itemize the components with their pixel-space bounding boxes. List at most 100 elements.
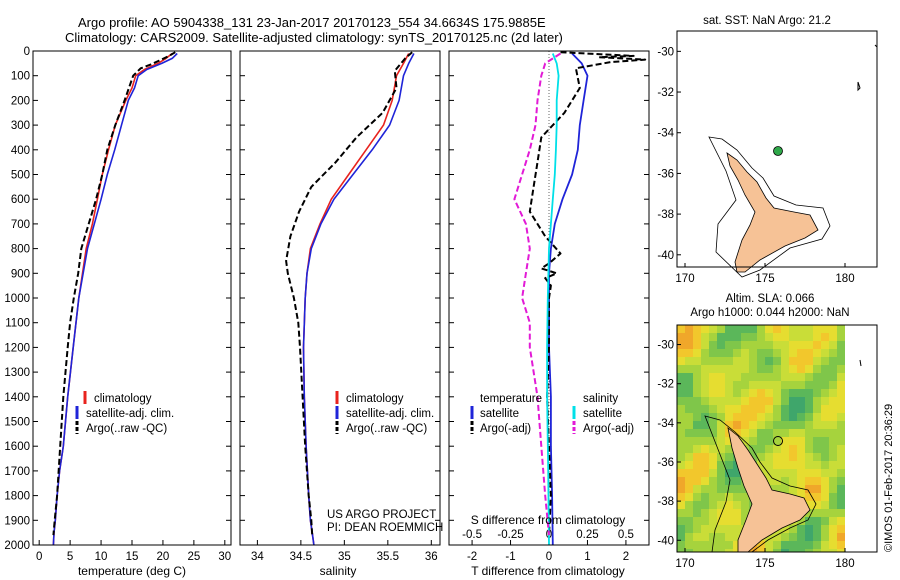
sla-cell xyxy=(733,517,741,525)
sla-cell xyxy=(693,349,701,357)
sla-cell xyxy=(829,453,837,461)
sla-cell xyxy=(733,477,741,485)
depth-tick-label: 1400 xyxy=(4,392,30,404)
sla-cell xyxy=(685,341,693,349)
sla-cell xyxy=(725,373,733,381)
sla-cell xyxy=(677,469,685,477)
salinity-ticks: 34 34.5 35 35.5 36 xyxy=(240,50,440,563)
x-tick-label: 0 xyxy=(36,551,42,563)
series-line-temperature-argo-adj xyxy=(528,51,647,536)
sla-cell xyxy=(781,389,789,397)
sla-cell xyxy=(677,493,685,501)
sla-cell xyxy=(781,453,789,461)
series-line-satellite-adj-clim xyxy=(52,52,178,546)
sla-cell xyxy=(821,541,829,549)
s-tick-label: -0.5 xyxy=(462,529,482,541)
sla-cell xyxy=(677,421,685,429)
sla-cell xyxy=(685,437,693,445)
sla-cell xyxy=(813,389,821,397)
lon-tick-label: 175 xyxy=(755,273,774,285)
sla-map-coastline xyxy=(704,359,862,553)
sla-cell xyxy=(757,437,765,445)
sla-cell xyxy=(821,405,829,413)
sla-cell xyxy=(685,413,693,421)
sla-cell xyxy=(733,429,741,437)
sla-cell xyxy=(717,445,725,453)
sla-cell xyxy=(765,381,773,389)
sla-cell xyxy=(797,405,805,413)
sla-cell xyxy=(749,389,757,397)
sla-cell xyxy=(741,333,749,341)
sla-cell xyxy=(701,325,709,333)
sla-cell xyxy=(773,333,781,341)
sla-cell xyxy=(717,381,725,389)
sla-cell xyxy=(821,477,829,485)
sla-cell xyxy=(717,437,725,445)
sla-cell xyxy=(805,549,813,552)
sla-cell xyxy=(701,405,709,413)
sla-cell xyxy=(693,509,701,517)
sla-cell xyxy=(813,477,821,485)
x-tick-label: 2 xyxy=(623,551,629,563)
sla-cell xyxy=(805,469,813,477)
sla-cell xyxy=(765,365,773,373)
sla-cell xyxy=(749,333,757,341)
sla-cell xyxy=(821,509,829,517)
sla-cell xyxy=(701,469,709,477)
sla-cell xyxy=(781,413,789,421)
sla-cell xyxy=(773,381,781,389)
sla-cell xyxy=(821,389,829,397)
sla-cell xyxy=(733,485,741,493)
sla-cell xyxy=(797,381,805,389)
sst-map-coastline xyxy=(708,44,878,278)
sla-cell xyxy=(797,437,805,445)
legend-label-t-satellite: satellite xyxy=(480,408,519,420)
sla-cell xyxy=(717,421,725,429)
s-tick-label: -0.25 xyxy=(497,529,523,541)
sla-cell xyxy=(789,341,797,349)
series-line-argo-raw-qc xyxy=(52,51,176,536)
sla-cell xyxy=(685,357,693,365)
sla-cell xyxy=(717,349,725,357)
lat-tick-label: -30 xyxy=(657,340,674,352)
sla-cell xyxy=(765,325,773,333)
sla-cell xyxy=(693,525,701,533)
sla-cell xyxy=(717,549,725,552)
sla-cell xyxy=(797,349,805,357)
sst-map-panel: sat. SST: NaN Argo: 21.2 170 175 180 -30 -32… xyxy=(657,15,878,285)
lon-tick-label: 175 xyxy=(755,558,774,570)
sla-cell xyxy=(813,445,821,453)
sla-cell xyxy=(805,525,813,533)
sla-cell xyxy=(749,349,757,357)
sla-island-kermadec xyxy=(859,359,862,367)
sla-cell xyxy=(765,445,773,453)
x-tick-label: 10 xyxy=(95,551,108,563)
sla-cell xyxy=(749,381,757,389)
sla-cell xyxy=(717,485,725,493)
sla-cell xyxy=(837,389,845,397)
sla-cell xyxy=(709,325,717,333)
lon-tick-label: 180 xyxy=(835,273,854,285)
sla-cell xyxy=(813,333,821,341)
sla-cell xyxy=(805,445,813,453)
sla-cell xyxy=(725,365,733,373)
sla-cell xyxy=(701,517,709,525)
sla-cell xyxy=(773,421,781,429)
sla-cell xyxy=(805,437,813,445)
sla-cell xyxy=(813,373,821,381)
sla-cell xyxy=(821,485,829,493)
sst-map-frame xyxy=(676,30,878,268)
x-tick-label: -1 xyxy=(505,551,515,563)
sla-cell xyxy=(733,365,741,373)
sla-cell xyxy=(677,525,685,533)
sla-cell xyxy=(781,461,789,469)
sla-cell xyxy=(709,341,717,349)
sla-cell xyxy=(757,373,765,381)
legend-label-satellite: satellite-adj. clim. xyxy=(86,408,174,420)
sla-cell xyxy=(717,429,725,437)
sla-cell xyxy=(765,333,773,341)
temperature-legend: climatology satellite-adj. clim. Argo(..… xyxy=(75,391,174,435)
sla-cell xyxy=(829,485,837,493)
sla-cell xyxy=(797,453,805,461)
